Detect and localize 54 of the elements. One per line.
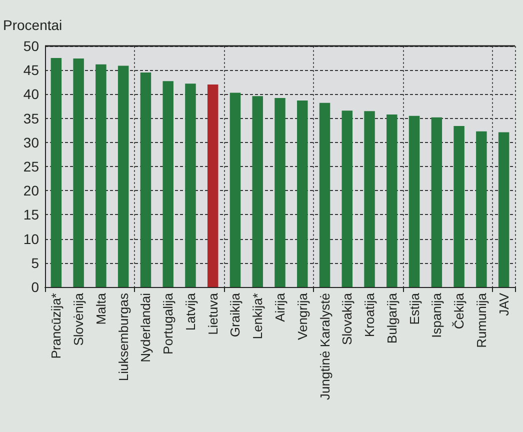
bar	[364, 111, 375, 287]
x-tick-label: Ispanija	[429, 292, 444, 338]
x-tick-label: Jungtinė Karalystė	[317, 293, 332, 400]
x-tick-label: Prancūzija*	[48, 293, 64, 359]
y-tick-label: 35	[23, 110, 40, 126]
x-tick-label: Graikija	[228, 292, 243, 338]
bar	[431, 117, 442, 287]
x-tick-label: JAV	[496, 292, 512, 316]
x-tick-label: Lenkija*	[250, 293, 266, 340]
bar	[73, 58, 84, 287]
x-tick-label: Bulgarija	[384, 292, 400, 344]
y-tick-label: 5	[31, 254, 40, 271]
x-tick-label: Lietuva	[205, 292, 220, 335]
bar	[96, 64, 106, 287]
x-tick-label: Portugalija	[160, 292, 176, 354]
bar	[118, 66, 129, 287]
bar	[185, 84, 196, 287]
x-tick-label: Vengrija	[294, 292, 310, 340]
x-tick-label: Rumunija	[474, 292, 489, 348]
y-tick-label: 45	[23, 62, 40, 78]
y-tick-label: 15	[23, 206, 40, 223]
bar	[50, 58, 62, 287]
x-tick-label: Malta	[93, 292, 108, 325]
bar	[342, 110, 353, 287]
x-tick-label: Latvija	[182, 292, 198, 331]
bar	[319, 102, 330, 287]
x-tick-label: Airija	[272, 292, 288, 322]
x-tick-label: Slovėnija	[71, 292, 86, 346]
y-tick-label: 20	[23, 182, 40, 199]
y-tick-label: 50	[23, 38, 40, 54]
bar	[252, 96, 263, 287]
bar	[274, 98, 286, 287]
bar	[386, 114, 398, 287]
y-tick-label: 30	[23, 134, 40, 150]
x-tick-label: Kroatija	[362, 292, 378, 338]
x-tick-label: Liuksemburgas	[116, 292, 131, 382]
bar	[297, 100, 308, 287]
bar	[207, 84, 218, 287]
y-axis-title: Procentai	[3, 17, 62, 33]
bar	[454, 126, 464, 287]
x-tick-label: Čekija	[452, 292, 467, 330]
x-tick-label: Slovakija	[340, 292, 355, 346]
bar	[476, 131, 487, 287]
y-tick-label: 25	[23, 158, 40, 174]
bar	[498, 132, 510, 287]
bar	[162, 81, 174, 287]
bar	[408, 116, 420, 287]
x-tick-label: Estija	[406, 292, 422, 325]
y-tick-label: 40	[23, 86, 40, 102]
bar	[230, 92, 241, 287]
y-tick-label: 0	[31, 279, 40, 295]
bar	[140, 72, 152, 287]
x-tick-label: Nyderlandai	[138, 292, 154, 362]
y-tick-label: 10	[23, 230, 40, 247]
